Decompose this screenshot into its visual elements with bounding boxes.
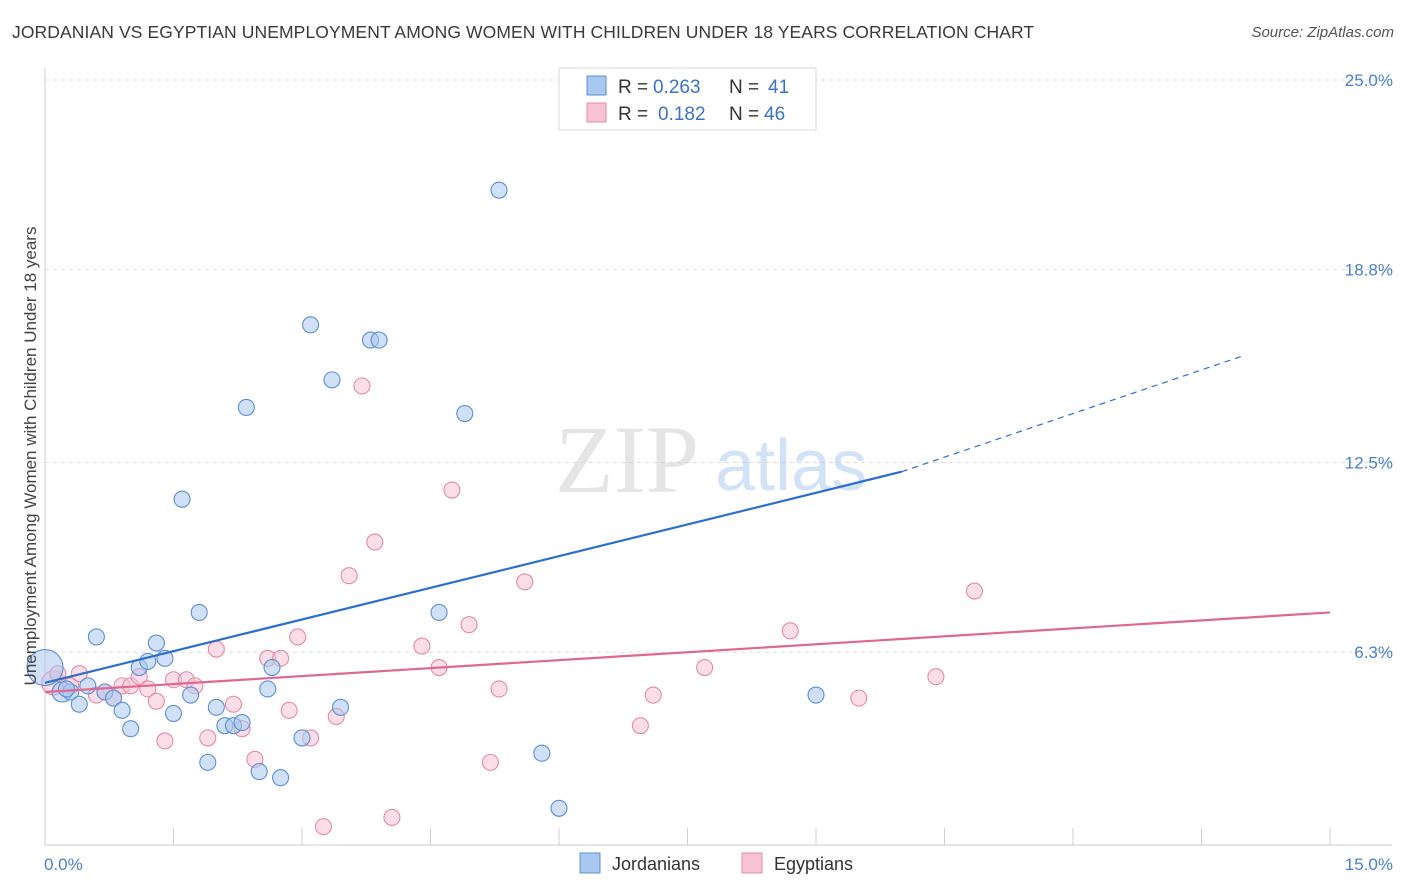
jordanians-point-19 <box>207 698 225 716</box>
jordanians-point-33 <box>370 331 388 349</box>
bottom-legend-swatch-egyptians <box>741 852 763 874</box>
watermark-atlas: atlas <box>715 426 867 506</box>
jordanians-point-0 <box>26 648 64 687</box>
egyptians-point-30 <box>383 808 401 827</box>
jordanians-point-31 <box>331 698 350 716</box>
jordanians-trend-extension <box>901 354 1245 473</box>
legend-r-label-1: R = <box>618 77 648 98</box>
jordanians-point-16 <box>182 686 200 704</box>
legend-r-value-2: 0.182 <box>658 104 706 125</box>
egyptians-point-42 <box>850 689 868 707</box>
egyptians-point-35 <box>481 753 500 771</box>
legend-swatch-jordanians <box>586 75 607 96</box>
egyptians-point-44 <box>965 582 984 600</box>
egyptians-point-28 <box>353 377 371 395</box>
jordanians-point-18 <box>199 753 217 771</box>
series-legend: Jordanians Egyptians <box>579 852 853 874</box>
jordanians-point-28 <box>293 729 311 747</box>
egyptians-point-41 <box>781 622 799 640</box>
jordanians-point-30 <box>323 371 341 389</box>
egyptians-point-43 <box>927 668 945 686</box>
stats-legend: R = 0.263 N = 41 R = 0.182 N = 46 <box>558 67 817 131</box>
jordanians-point-40 <box>57 680 75 698</box>
jordanians-point-34 <box>430 603 448 621</box>
egyptians-point-16 <box>207 640 225 658</box>
jordanians-point-7 <box>104 689 123 707</box>
axes <box>44 68 1392 846</box>
y-tick-label-3: 25.0% <box>1345 71 1393 90</box>
egyptians-point-38 <box>631 717 649 735</box>
legend-r-label-2: R = <box>618 104 648 125</box>
egyptians-point-37 <box>516 573 534 591</box>
egyptians-point-34 <box>460 616 478 634</box>
jordanians-point-9 <box>122 720 140 738</box>
y-tick-label-2: 18.8% <box>1345 261 1393 280</box>
egyptians-point-10 <box>147 692 165 710</box>
bottom-legend-swatch-jordanians <box>579 852 601 874</box>
egyptians-trend-line <box>44 611 1331 694</box>
jordanians-point-8 <box>113 701 131 719</box>
jordanians-point-25 <box>259 680 277 698</box>
jordanians-point-4 <box>79 677 97 695</box>
watermark-zip: ZIP <box>555 406 699 513</box>
source-label: Source: ZipAtlas.com <box>1251 24 1394 41</box>
jordanians-point-35 <box>456 404 474 423</box>
jordanians-points <box>26 181 825 817</box>
egyptians-point-27 <box>340 567 358 585</box>
y-axis-title: Unemployment Among Women with Children U… <box>21 227 40 686</box>
jordanians-point-12 <box>147 634 165 652</box>
trend-lines <box>44 354 1331 694</box>
bottom-legend-label-jordanians: Jordanians <box>612 854 700 874</box>
egyptians-point-33 <box>443 481 461 499</box>
jordanians-point-15 <box>173 490 191 508</box>
legend-r-value-1: 0.263 <box>653 77 701 98</box>
egyptians-point-22 <box>280 701 298 719</box>
jordanians-point-23 <box>237 398 255 416</box>
egyptians-point-39 <box>644 686 662 704</box>
jordanians-point-29 <box>302 316 320 334</box>
legend-n-value-2: 46 <box>764 104 785 125</box>
egyptians-point-29 <box>366 533 384 551</box>
legend-n-value-1: 41 <box>768 77 789 98</box>
jordanians-point-24 <box>250 763 268 781</box>
y-tick-label-0: 6.3% <box>1354 643 1393 662</box>
jordanians-point-36 <box>490 181 508 199</box>
bottom-legend-label-egyptians: Egyptians <box>774 854 853 874</box>
jordanians-point-17 <box>190 603 208 621</box>
egyptians-point-31 <box>413 637 431 655</box>
jordanians-point-14 <box>164 704 183 722</box>
jordanians-point-27 <box>272 769 290 787</box>
jordanians-point-38 <box>550 799 568 817</box>
egyptians-point-11 <box>156 732 174 750</box>
grid-lines <box>45 79 1392 653</box>
jordanians-point-26 <box>263 658 281 677</box>
jordanians-point-5 <box>87 628 105 646</box>
egyptians-point-23 <box>289 628 307 646</box>
jordanians-point-3 <box>70 695 88 713</box>
egyptians-point-25 <box>314 818 332 836</box>
legend-swatch-egyptians <box>586 102 607 123</box>
x-tick-label-0: 0.0% <box>44 855 83 874</box>
egyptians-point-17 <box>224 695 243 713</box>
tick-labels: 6.3% 12.5% 18.8% 25.0% 0.0% 15.0% <box>44 71 1393 874</box>
legend-n-label-1: N = <box>729 77 759 98</box>
watermark: ZIP atlas <box>555 406 867 513</box>
chart-title: JORDANIAN VS EGYPTIAN UNEMPLOYMENT AMONG… <box>12 22 1035 42</box>
legend-n-label-2: N = <box>729 104 759 125</box>
jordanians-trend-line <box>44 470 902 684</box>
egyptians-point-36 <box>490 680 508 698</box>
jordanians-point-37 <box>533 744 551 762</box>
y-tick-label-1: 12.5% <box>1345 454 1393 473</box>
x-tick-label-1: 15.0% <box>1345 855 1393 874</box>
egyptians-point-15 <box>199 729 217 747</box>
jordanians-point-39 <box>807 686 825 704</box>
jordanians-point-22 <box>233 714 251 732</box>
egyptians-point-40 <box>696 658 714 677</box>
